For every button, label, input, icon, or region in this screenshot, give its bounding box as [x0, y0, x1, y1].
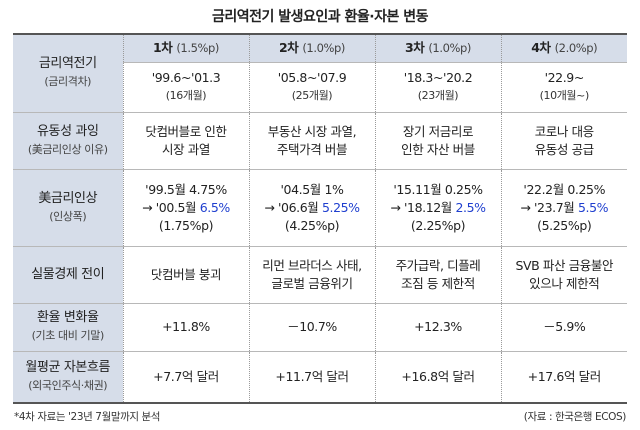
spillover-cell-1: 닷컴버블 붕괴 [122, 245, 250, 304]
capital-row: 월평균 자본흐름 (외국인주식·채권) +7.7억 달러 +11.7억 달러 +… [13, 350, 627, 404]
row-label-rate-hike: 美금리인상 (인상폭) [13, 168, 124, 247]
row-label-period: 금리역전기 (금리격차) [13, 33, 124, 113]
fx-cell-4: －5.9% [500, 302, 627, 352]
row-label-fx: 환율 변화율 (기초 대비 기말) [13, 302, 124, 352]
liquidity-cell-4: 코로나 대응 유동성 공급 [500, 111, 627, 170]
period-range-3: '18.3~'20.2 (23개월) [374, 61, 502, 113]
liquidity-cell-2: 부동산 시장 과열, 주택가격 버블 [248, 111, 376, 170]
rate-peak-value: 5.25% [321, 199, 360, 215]
rate-hike-cell-2: '04.5월 1% → '06.6월 5.25% (4.25%p) [248, 168, 376, 247]
period-range-1: '99.6~'01.3 (16개월) [123, 61, 250, 113]
period-header-4: 4차 (2.0%p) [500, 33, 627, 63]
fx-row: 환율 변화율 (기초 대비 기말) +11.8% －10.7% +12.3% －… [13, 302, 627, 352]
period-range-row: '99.6~'01.3 (16개월) '05.8~'07.9 (25개월) '18.… [13, 61, 627, 113]
period-header-2: 2차 (1.0%p) [248, 33, 376, 63]
comparison-table: 금리역전기 (금리격차) 1차 (1.5%p) 2차 (1.0%p) 3차 (1… [13, 33, 627, 404]
capital-cell-2: +11.7억 달러 [248, 350, 376, 404]
period-range-4: '22.9~ (10개월~) [500, 61, 627, 113]
period-range-2: '05.8~'07.9 (25개월) [248, 61, 376, 113]
rate-hike-cell-4: '22.2월 0.25% → '23.7월 5.5% (5.25%p) [500, 168, 627, 247]
period-header-1: 1차 (1.5%p) [122, 33, 250, 63]
liquidity-cell-1: 닷컴버블로 인한 시장 과열 [122, 111, 250, 170]
rate-peak-value: 2.5% [455, 199, 486, 215]
spillover-cell-2: 리먼 브라더스 사태, 글로벌 금융위기 [248, 245, 376, 304]
source-note: (자료 : 한국은행 ECOS) [523, 411, 627, 423]
rate-hike-cell-1: '99.5월 4.75% → '00.5월 6.5% (1.75%p) [122, 168, 250, 247]
spillover-cell-4: SVB 파산 금융불안 있으나 제한적 [500, 245, 627, 304]
capital-cell-3: +16.8억 달러 [374, 350, 502, 404]
fx-cell-2: －10.7% [248, 302, 376, 352]
rate-hike-cell-3: '15.11월 0.25% → '18.12월 2.5% (2.25%p) [374, 168, 502, 247]
spillover-row: 실물경제 전이 닷컴버블 붕괴 리먼 브라더스 사태, 글로벌 금융위기 주가급락… [13, 245, 627, 304]
period-header-3: 3차 (1.0%p) [374, 33, 502, 63]
footnote: *4차 자료는 '23년 7월말까지 분석 [14, 411, 161, 423]
rate-hike-row: 美금리인상 (인상폭) '99.5월 4.75% → '00.5월 6.5% (… [13, 168, 627, 247]
fx-cell-3: +12.3% [374, 302, 502, 352]
rate-peak-value: 5.5% [577, 199, 609, 215]
row-label-liquidity: 유동성 과잉 (美금리인상 이유) [13, 111, 124, 170]
row-label-capital: 월평균 자본흐름 (외국인주식·채권) [13, 350, 124, 404]
liquidity-cell-3: 장기 저금리로 인한 자산 버블 [374, 111, 502, 170]
capital-cell-4: +17.6억 달러 [500, 350, 627, 404]
capital-cell-1: +7.7억 달러 [122, 350, 250, 404]
liquidity-row: 유동성 과잉 (美금리인상 이유) 닷컴버블로 인한 시장 과열 부동산 시장 과… [13, 111, 627, 170]
fx-cell-1: +11.8% [122, 302, 250, 352]
rate-peak-value: 6.5% [199, 199, 231, 215]
row-label-spillover: 실물경제 전이 [13, 245, 124, 304]
header-row: 금리역전기 (금리격차) 1차 (1.5%p) 2차 (1.0%p) 3차 (1… [13, 33, 627, 113]
spillover-cell-3: 주가급락, 디플레 조짐 등 제한적 [374, 245, 502, 304]
table-title: 금리역전기 발생요인과 환율·자본 변동 [211, 9, 429, 25]
